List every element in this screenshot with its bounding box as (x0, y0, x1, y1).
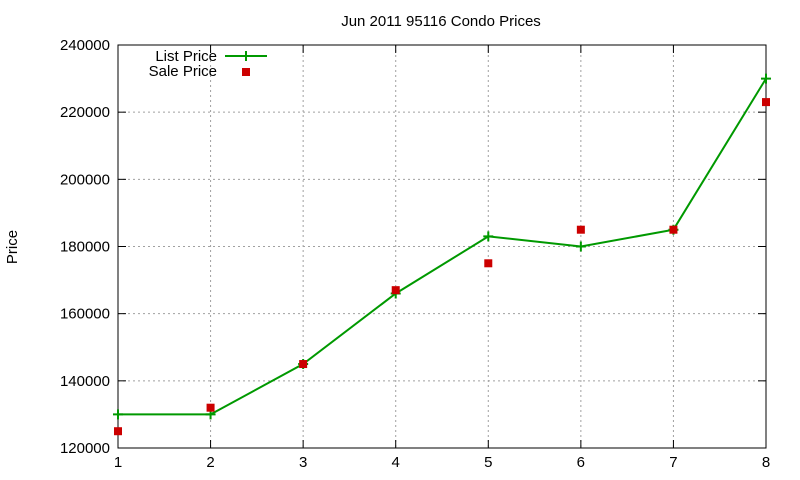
y-tick-label: 200000 (60, 171, 110, 188)
sale-price-point (114, 427, 122, 436)
ticks: 120000 140000 160000 180000 200000 220000 2400… (60, 37, 770, 471)
y-tick-label: 120000 (60, 440, 110, 457)
sale-price-point (762, 98, 770, 107)
list-price-point (113, 409, 123, 420)
sale-price-point (391, 286, 400, 295)
sale-price-point (484, 259, 493, 268)
sale-price-point (669, 225, 678, 234)
y-tick-label: 240000 (60, 37, 110, 54)
legend-marker-sale-price (242, 68, 250, 76)
sale-price-point (576, 225, 585, 234)
y-tick-label: 220000 (60, 104, 110, 121)
x-tick-label: 2 (206, 454, 214, 471)
y-tick-label: 140000 (60, 373, 110, 390)
y-tick-label: 180000 (60, 239, 110, 256)
legend: List Price Sale Price (149, 48, 267, 80)
y-tick-label: 160000 (60, 306, 110, 323)
list-price-line (118, 78, 767, 416)
legend-marker-list-price (241, 51, 251, 61)
y-axis-label: Price (4, 230, 21, 264)
x-tick-label: 6 (577, 454, 585, 471)
sale-price-point (299, 360, 308, 369)
sale-price-point (206, 403, 215, 412)
grid (118, 45, 766, 448)
x-tick-label: 5 (484, 454, 492, 471)
legend-label-sale-price: Sale Price (149, 63, 217, 80)
list-price-point (483, 231, 494, 242)
x-tick-label: 7 (669, 454, 677, 471)
legend-label-list-price: List Price (155, 48, 217, 65)
series (113, 73, 771, 436)
x-tick-label: 1 (114, 454, 122, 471)
x-tick-label: 4 (392, 454, 400, 471)
list-price-point (761, 73, 771, 84)
x-tick-label: 8 (762, 454, 770, 471)
list-price-point (575, 241, 586, 252)
chart-title: Jun 2011 95116 Condo Prices (341, 13, 541, 30)
x-tick-label: 3 (299, 454, 307, 471)
